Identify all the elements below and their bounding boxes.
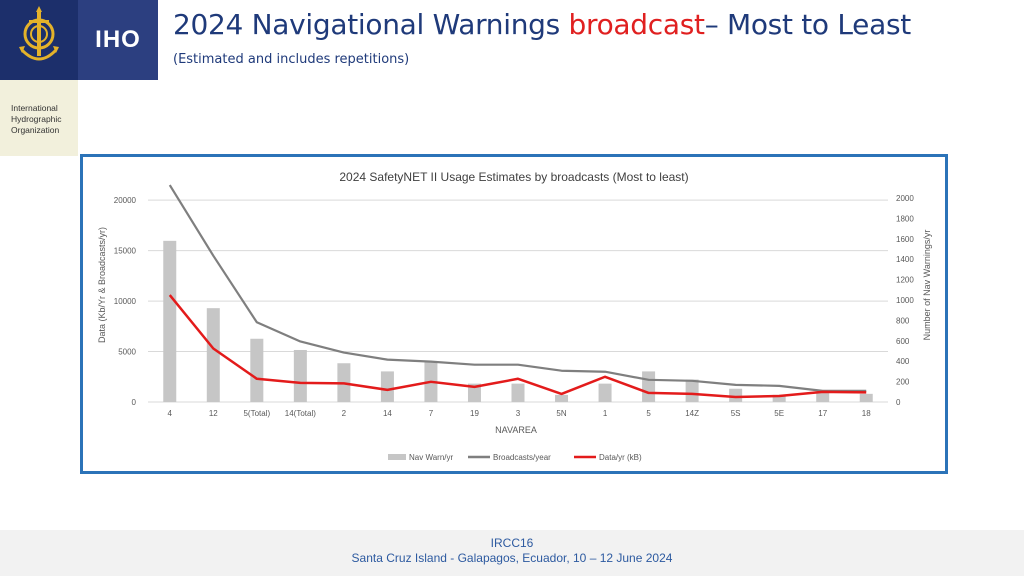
right-tick-label: 600	[896, 337, 910, 346]
x-tick-label: 18	[862, 409, 871, 418]
x-tick-label: 19	[470, 409, 479, 418]
bar	[816, 391, 830, 402]
title-main: 2024 Navigational Warnings	[173, 8, 569, 41]
series-line	[168, 184, 867, 392]
chart-title: 2024 SafetyNET II Usage Estimates by bro…	[339, 170, 688, 184]
left-tick-label: 15000	[114, 247, 137, 256]
legend-swatch	[388, 454, 406, 460]
bar	[467, 383, 481, 402]
bar	[206, 308, 220, 402]
right-tick-label: 800	[896, 316, 910, 325]
x-tick-label: 1	[603, 409, 608, 418]
right-tick-label: 1600	[896, 235, 914, 244]
left-tick-label: 20000	[114, 196, 137, 205]
x-tick-label: 5S	[731, 409, 741, 418]
right-tick-label: 1000	[896, 296, 914, 305]
line-series	[168, 184, 867, 399]
iho-logo-text: IHO	[78, 0, 158, 80]
slide-subtitle: (Estimated and includes repetitions)	[173, 52, 410, 67]
left-tick-label: 0	[132, 398, 137, 407]
bar	[859, 393, 873, 402]
x-tick-label: 14	[383, 409, 392, 418]
right-axis-ticks: 0 200 400 600 800 1000 1200 1400 1600 1800 2000	[896, 194, 914, 407]
left-tick-label: 5000	[118, 348, 136, 357]
x-tick-label: 5	[646, 409, 651, 418]
bar	[511, 383, 525, 402]
left-axis-label: Data (Kb/Yr & Broadcasts/yr)	[97, 227, 107, 343]
bar	[598, 383, 612, 402]
chart-gridlines	[148, 199, 888, 403]
right-tick-label: 0	[896, 398, 901, 407]
x-axis-ticks: 4 12 5(Total) 14(Total) 2 14 7 19 3 5N 1 5 14Z 5S 5E 17…	[168, 409, 872, 418]
left-axis-ticks: 0 5000 10000 15000 20000	[114, 196, 137, 407]
iho-emblem	[0, 0, 78, 80]
org-name-panel	[0, 80, 78, 156]
combo-chart: 2024 SafetyNET II Usage Estimates by bro…	[97, 170, 932, 462]
legend-label: Nav Warn/yr	[409, 453, 453, 462]
right-tick-label: 200	[896, 378, 910, 387]
org-name-line: Hydrographic	[11, 114, 62, 124]
x-tick-label: 14Z	[685, 409, 699, 418]
x-tick-label: 4	[168, 409, 173, 418]
org-name-line: International	[11, 103, 58, 113]
org-name: International Hydrographic Organization	[11, 103, 77, 136]
x-tick-label: 17	[818, 409, 827, 418]
legend-label: Data/yr (kB)	[599, 453, 642, 462]
org-name-line: Organization	[11, 125, 60, 135]
footer-location: Santa Cruz Island - Galapagos, Ecuador, …	[351, 551, 673, 565]
right-tick-label: 2000	[896, 194, 914, 203]
right-tick-label: 1400	[896, 255, 914, 264]
x-tick-label: 2	[342, 409, 347, 418]
x-tick-label: 7	[429, 409, 434, 418]
right-tick-label: 1800	[896, 214, 914, 223]
legend-label: Broadcasts/year	[493, 453, 551, 462]
right-tick-label: 400	[896, 357, 910, 366]
chart-frame: 2024 SafetyNET II Usage Estimates by bro…	[80, 154, 948, 474]
title-highlight: broadcast	[568, 8, 705, 41]
x-tick-label: 12	[209, 409, 218, 418]
chart-legend: Nav Warn/yr Broadcasts/year Data/yr (kB)	[388, 453, 642, 462]
slide-title: 2024 Navigational Warnings broadcast– Mo…	[173, 8, 911, 41]
bar	[293, 349, 307, 402]
anchor-compass-icon	[19, 6, 59, 61]
bar	[772, 394, 786, 402]
title-tail: – Most to Least	[704, 8, 912, 41]
footer-event: IRCC16	[490, 536, 534, 550]
right-axis-label: Number of Nav Warnings/yr	[922, 230, 932, 341]
bar	[685, 379, 699, 402]
x-tick-label: 5(Total)	[243, 409, 270, 418]
x-tick-label: 5E	[774, 409, 784, 418]
bar	[555, 394, 569, 402]
x-axis-label: NAVAREA	[495, 425, 537, 435]
bar	[250, 338, 264, 402]
x-tick-label: 14(Total)	[285, 409, 316, 418]
right-tick-label: 1200	[896, 276, 914, 285]
x-tick-label: 5N	[556, 409, 566, 418]
bar	[729, 388, 743, 402]
bar	[163, 240, 177, 402]
left-tick-label: 10000	[114, 297, 137, 306]
bar	[642, 371, 656, 402]
series-line	[168, 294, 867, 399]
bar	[380, 371, 394, 402]
footer-band	[0, 530, 1024, 576]
x-tick-label: 3	[516, 409, 521, 418]
